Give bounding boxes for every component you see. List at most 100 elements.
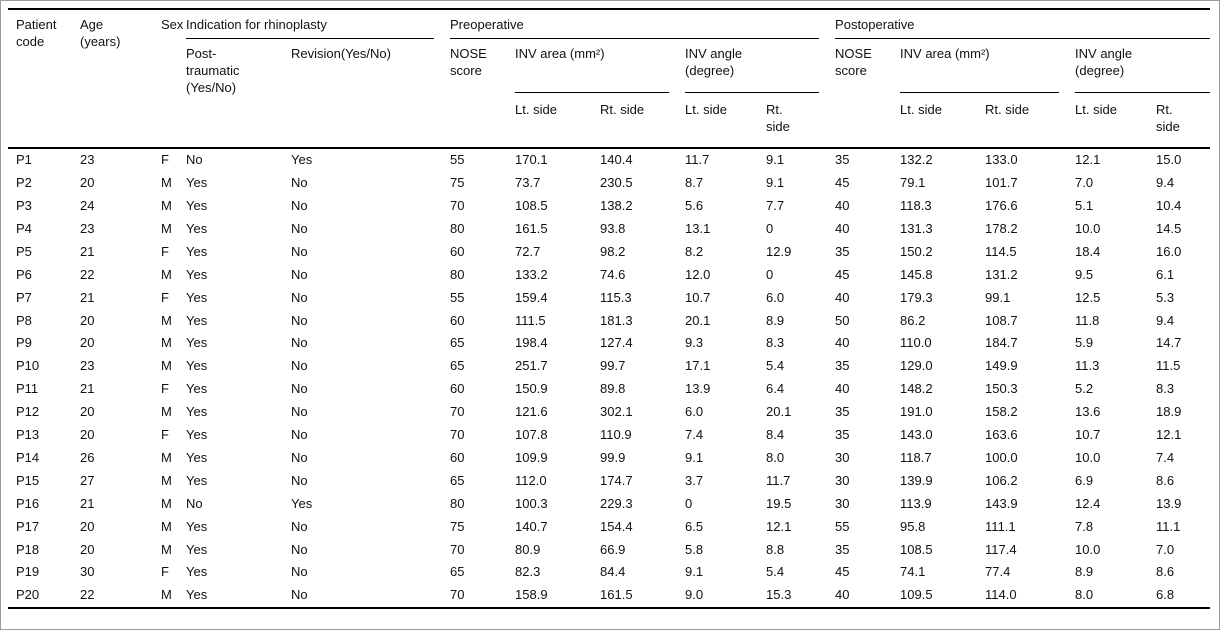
table-cell: Yes: [186, 541, 208, 557]
table-cell: P19: [16, 564, 40, 580]
table-cell: 132.2: [900, 147, 986, 173]
table-cell: 8.6: [1156, 564, 1175, 580]
table-cell: 9.3: [685, 335, 704, 351]
table-row: P4 23 M Yes No 80 161.5 93.8 13.1 0 40 131.3 178.2 10…: [8, 218, 1210, 241]
table-cell: Yes: [186, 335, 208, 351]
table-cell: 12.5: [1075, 289, 1101, 305]
table-cell: M: [161, 266, 172, 282]
table-cell: No: [291, 358, 308, 374]
table-cell: M: [161, 358, 172, 374]
table-cell: No: [291, 197, 308, 213]
table-row: P11 21 F Yes No 60 150.9 89.8 13.9 6.4 40 148.2 150.…: [8, 378, 1210, 401]
table-cell: Yes: [291, 495, 313, 511]
table-cell: 110.9: [600, 427, 632, 443]
table-cell: 11.7: [766, 472, 791, 488]
table-cell: No: [291, 266, 308, 282]
table-cell: 118.7: [900, 449, 932, 465]
table-cell: 229.3: [600, 495, 633, 511]
table-cell: 170.1: [515, 147, 601, 173]
table-cell: M: [161, 312, 172, 328]
col-header-sex: Sex: [161, 17, 184, 32]
table-cell: 191.0: [900, 404, 933, 420]
table-cell: 16.0: [1156, 243, 1182, 259]
table-cell: 30: [835, 495, 850, 511]
table-cell: 109.5: [900, 587, 933, 603]
table-cell: M: [161, 335, 172, 351]
table-row: P9 20 M Yes No 65 198.4 127.4 9.3 8.3 40 110.0 184.7…: [8, 332, 1210, 355]
table-cell: 84.4: [600, 564, 626, 580]
table-cell: 5.1: [1075, 197, 1094, 213]
table-cell: Yes: [186, 381, 208, 397]
table-cell: P20: [16, 587, 40, 603]
table-cell: 24: [80, 197, 95, 213]
col-header-area-rt-postop: Rt. side: [985, 102, 1030, 118]
table-cell: 30: [80, 564, 95, 580]
table-cell: Yes: [186, 564, 208, 580]
table-cell: 23: [80, 147, 161, 173]
col-header-patient-code: Patient code: [16, 17, 57, 50]
table-cell: 6.5: [685, 518, 704, 534]
table-cell: M: [161, 220, 172, 236]
table-cell: F: [161, 243, 169, 259]
table-cell: No: [291, 243, 308, 259]
table-row: P15 27 M Yes No 65 112.0 174.7 3.7 11.7 30 139.9 106…: [8, 470, 1210, 493]
table-cell: Yes: [186, 427, 208, 443]
table-cell: 178.2: [985, 220, 1018, 236]
table-cell: 176.6: [985, 197, 1018, 213]
table-cell: 20: [80, 312, 95, 328]
table-cell: 45: [835, 175, 850, 191]
table-cell: No: [291, 541, 308, 557]
table-cell: 148.2: [900, 381, 933, 397]
table-cell: Yes: [186, 358, 208, 374]
table-cell: 6.4: [766, 381, 785, 397]
table-cell: 14.5: [1156, 220, 1182, 236]
table-cell: No: [291, 335, 308, 351]
col-header-angle-lt-postop: Lt. side: [1075, 102, 1117, 118]
table-cell: 145.8: [900, 266, 933, 282]
table-cell: 60: [450, 449, 465, 465]
table-cell: 5.3: [1156, 289, 1175, 305]
table-cell: 131.2: [985, 266, 1018, 282]
table-cell: 18.9: [1156, 404, 1182, 420]
table-cell: 40: [835, 197, 850, 213]
table-cell: 114.5: [985, 243, 1017, 259]
table-cell: 30: [835, 449, 850, 465]
table-cell: 70: [450, 404, 465, 420]
table-cell: 159.4: [515, 289, 548, 305]
group-header-inv-angle-preop-label: INV angle (degree): [685, 45, 820, 94]
table-cell: 79.1: [900, 175, 926, 191]
table-cell: No: [291, 518, 308, 534]
table-cell: 198.4: [515, 335, 548, 351]
table-cell: 12.1: [1156, 427, 1182, 443]
table-cell: No: [186, 495, 203, 511]
table-cell: 18.4: [1075, 243, 1101, 259]
table-cell: M: [161, 495, 172, 511]
table-cell: 161.5: [515, 220, 548, 236]
col-header-angle-rt-postop: Rt. side: [1156, 102, 1180, 135]
table-cell: 22: [80, 266, 95, 282]
group-header-preoperative: Preoperative: [450, 9, 835, 40]
table-cell: F: [161, 289, 169, 305]
table-cell: 8.8: [766, 541, 785, 557]
table-cell: F: [161, 427, 169, 443]
header-row-sides: Lt. side Rt. side Lt. side Rt. side Lt. …: [8, 93, 1210, 148]
table-cell: 8.9: [1075, 564, 1094, 580]
group-header-postoperative-label: Postoperative: [835, 16, 1211, 40]
table-cell: 20: [80, 427, 95, 443]
table-cell: 149.9: [985, 358, 1018, 374]
table-cell: M: [161, 518, 172, 534]
table-cell: 5.6: [685, 197, 704, 213]
group-header-inv-area-preop-label: INV area (mm²): [515, 45, 670, 94]
table-cell: 72.7: [515, 243, 541, 259]
table-cell: 20: [80, 541, 95, 557]
table-cell: 230.5: [600, 175, 633, 191]
table-cell: 251.7: [515, 358, 548, 374]
table-cell: 181.3: [600, 312, 633, 328]
table-cell: 82.3: [515, 564, 541, 580]
table-cell: 8.2: [685, 243, 704, 259]
table-cell: 9.0: [685, 587, 704, 603]
table-cell: 158.9: [515, 587, 548, 603]
table-cell: 111.5: [515, 312, 546, 328]
table-cell: 12.9: [766, 243, 792, 259]
table-row: P18 20 M Yes No 70 80.9 66.9 5.8 8.8 35 108.5 117.4 1…: [8, 539, 1210, 562]
